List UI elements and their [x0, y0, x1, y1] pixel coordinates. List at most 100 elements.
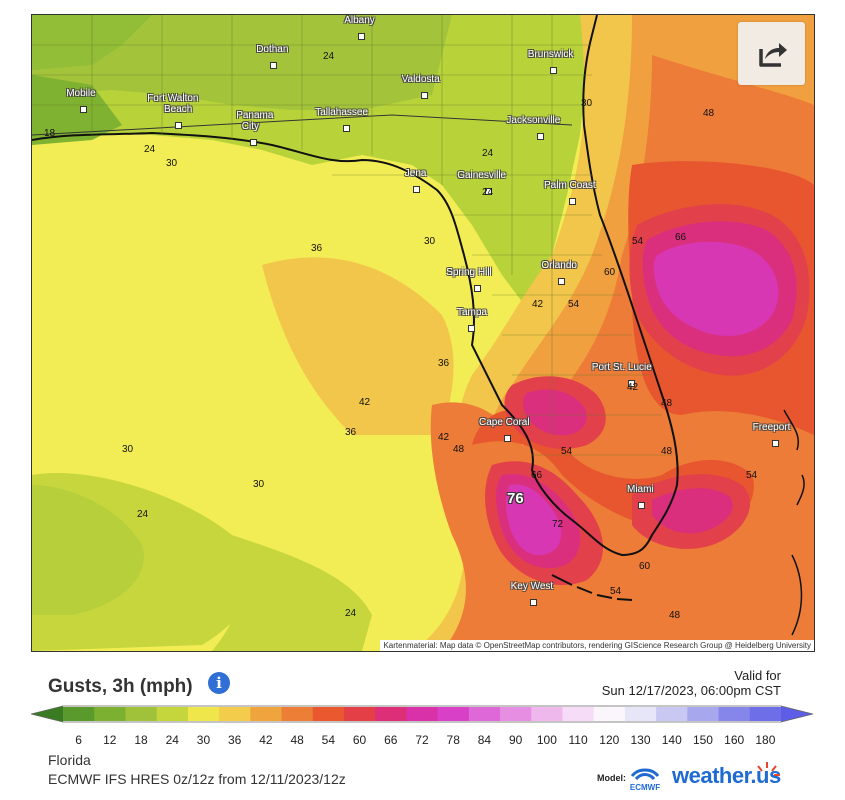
share-button[interactable]: [738, 22, 805, 85]
contour-label: 48: [703, 108, 715, 119]
scale-tick-label: 120: [599, 733, 620, 747]
contour-label: 24: [482, 148, 494, 159]
contour-label: 48: [669, 610, 681, 621]
legend-title: Gusts, 3h (mph): [48, 676, 193, 697]
city-marker: [504, 435, 511, 442]
city-marker: [270, 62, 277, 69]
city-marker: [250, 139, 257, 146]
contour-label: 48: [453, 444, 465, 455]
city-marker: [175, 122, 182, 129]
city-marker: [421, 92, 428, 99]
contour-label: 18: [44, 128, 56, 139]
contour-label: 42: [627, 382, 639, 393]
city-label: Jena: [404, 168, 427, 179]
city-label: Jacksonville: [506, 115, 561, 126]
contour-label: 36: [438, 358, 450, 369]
color-scale-segment: [468, 707, 501, 721]
scale-tick-label: 150: [692, 733, 713, 747]
contour-label: 30: [122, 444, 134, 455]
contour-label: 54: [561, 446, 573, 457]
city-marker: [485, 188, 492, 195]
city-label: City: [241, 121, 260, 132]
city-marker: [413, 186, 420, 193]
city-label: Fort Walton: [147, 93, 199, 104]
city-label: Tallahassee: [315, 107, 368, 118]
city-label: Port St. Lucie: [591, 362, 652, 373]
color-scale-segment: [187, 707, 220, 721]
brand-logo[interactable]: weather.us: [672, 763, 781, 788]
scale-tick-label: 72: [415, 733, 429, 747]
sun-icon: [757, 762, 780, 776]
city-marker: [358, 33, 365, 40]
contour-label: 48: [661, 446, 673, 457]
color-scale-segment: [250, 707, 283, 721]
contour-label: 54: [568, 299, 580, 310]
model-label: Model:: [597, 773, 626, 783]
city-label: Freeport: [752, 422, 791, 433]
scale-tick-label: 36: [228, 733, 242, 747]
city-marker: [772, 440, 779, 447]
contour-label: 30: [581, 98, 593, 109]
contour-label: 24: [323, 51, 335, 62]
contour-label: 24: [482, 187, 494, 198]
city-label: Orlando: [541, 260, 577, 271]
region-name: Florida: [48, 752, 91, 768]
color-scale-segment: [281, 707, 314, 721]
model-run-info: ECMWF IFS HRES 0z/12z from 12/11/2023/12…: [48, 771, 346, 787]
color-scale-segment: [531, 707, 563, 721]
contour-label: 30: [253, 479, 265, 490]
scale-tick-label: 100: [536, 733, 557, 747]
map-attribution: Kartenmaterial: Map data © OpenStreetMap…: [380, 640, 814, 651]
map-panel[interactable]: Kartenmaterial: Map data © OpenStreetMap…: [31, 14, 815, 652]
city-marker: [638, 502, 645, 509]
contour-label: 42: [359, 397, 371, 408]
contour-label: 72: [552, 519, 564, 530]
scale-outline: [31, 705, 813, 723]
city-label: Dothan: [256, 44, 289, 55]
city-label: Albany: [344, 15, 375, 26]
city-label: Miami: [627, 484, 654, 495]
info-icon[interactable]: i: [208, 672, 230, 694]
scale-tick-label: 90: [508, 733, 523, 747]
color-scale-bar: [31, 705, 813, 723]
city-label: Panama: [236, 110, 274, 121]
color-scale-segment: [406, 707, 439, 721]
svg-text:ECMWF: ECMWF: [630, 783, 660, 792]
scale-low-arrow: [31, 706, 63, 722]
color-scale-segment: [125, 707, 158, 721]
city-marker: [558, 278, 565, 285]
scale-tick-label: 30: [196, 733, 211, 747]
scale-tick-label: 140: [661, 733, 682, 747]
city-marker: [530, 599, 537, 606]
contour-label: 30: [166, 158, 178, 169]
city-marker: [537, 133, 544, 140]
contour-label: 36: [311, 243, 323, 254]
contour-label: 54: [746, 470, 758, 481]
scale-tick-label: 130: [630, 733, 651, 747]
contour-label: 48: [661, 398, 673, 409]
city-marker: [468, 325, 475, 332]
scale-tick-label: 6: [75, 733, 82, 747]
contour-label: 54: [632, 236, 644, 247]
scale-tick-label: 110: [568, 733, 588, 747]
color-scale-segment: [624, 707, 657, 721]
city-marker: [80, 106, 87, 113]
city-label: Cape Coral: [479, 417, 530, 428]
city-marker: [569, 198, 576, 205]
contour-label: 66: [531, 470, 543, 481]
city-marker: [628, 380, 635, 387]
contour-label: 66: [675, 232, 687, 243]
contour-label: 42: [532, 299, 544, 310]
color-scale-segment: [437, 707, 470, 721]
color-scale-segment: [375, 707, 407, 721]
city-marker: [343, 125, 350, 132]
scale-tick-label: 48: [290, 733, 304, 747]
contour-label: 36: [345, 427, 357, 438]
scale-tick-label: 60: [352, 733, 367, 747]
color-scale-segment: [562, 707, 595, 721]
color-scale-segment: [219, 707, 251, 721]
city-label: Beach: [164, 104, 193, 115]
city-marker: [474, 285, 481, 292]
city-label: Palm Coast: [544, 180, 596, 191]
share-icon: [758, 42, 787, 67]
